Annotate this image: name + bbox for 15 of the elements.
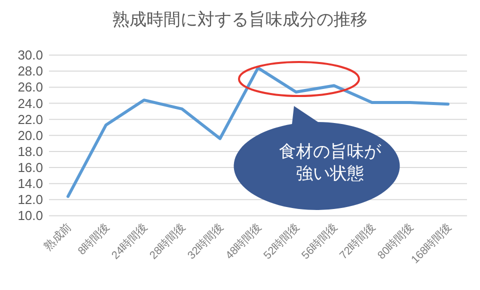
y-tick-label: 26.0 [18, 80, 43, 95]
y-tick-label: 12.0 [18, 192, 43, 208]
line-series [66, 66, 450, 198]
y-tick-label: 30.0 [18, 48, 43, 63]
y-tick-label: 28.0 [18, 64, 43, 79]
annotation: 食材の旨味が強い状態 [278, 141, 382, 185]
y-tick-label: 20.0 [18, 128, 43, 143]
y-tick-label: 18.0 [18, 144, 43, 159]
y-tick-label: 14.0 [18, 176, 43, 192]
y-tick-label: 10.0 [18, 208, 43, 224]
x-tick-label: 熟成前 [42, 220, 74, 254]
chart-title: 熟成時間に対する旨味成分の推移 [112, 10, 368, 29]
y-tick-label: 22.0 [18, 112, 43, 127]
y-tick-label: 24.0 [18, 96, 43, 111]
y-tick-label: 16.0 [18, 160, 43, 176]
